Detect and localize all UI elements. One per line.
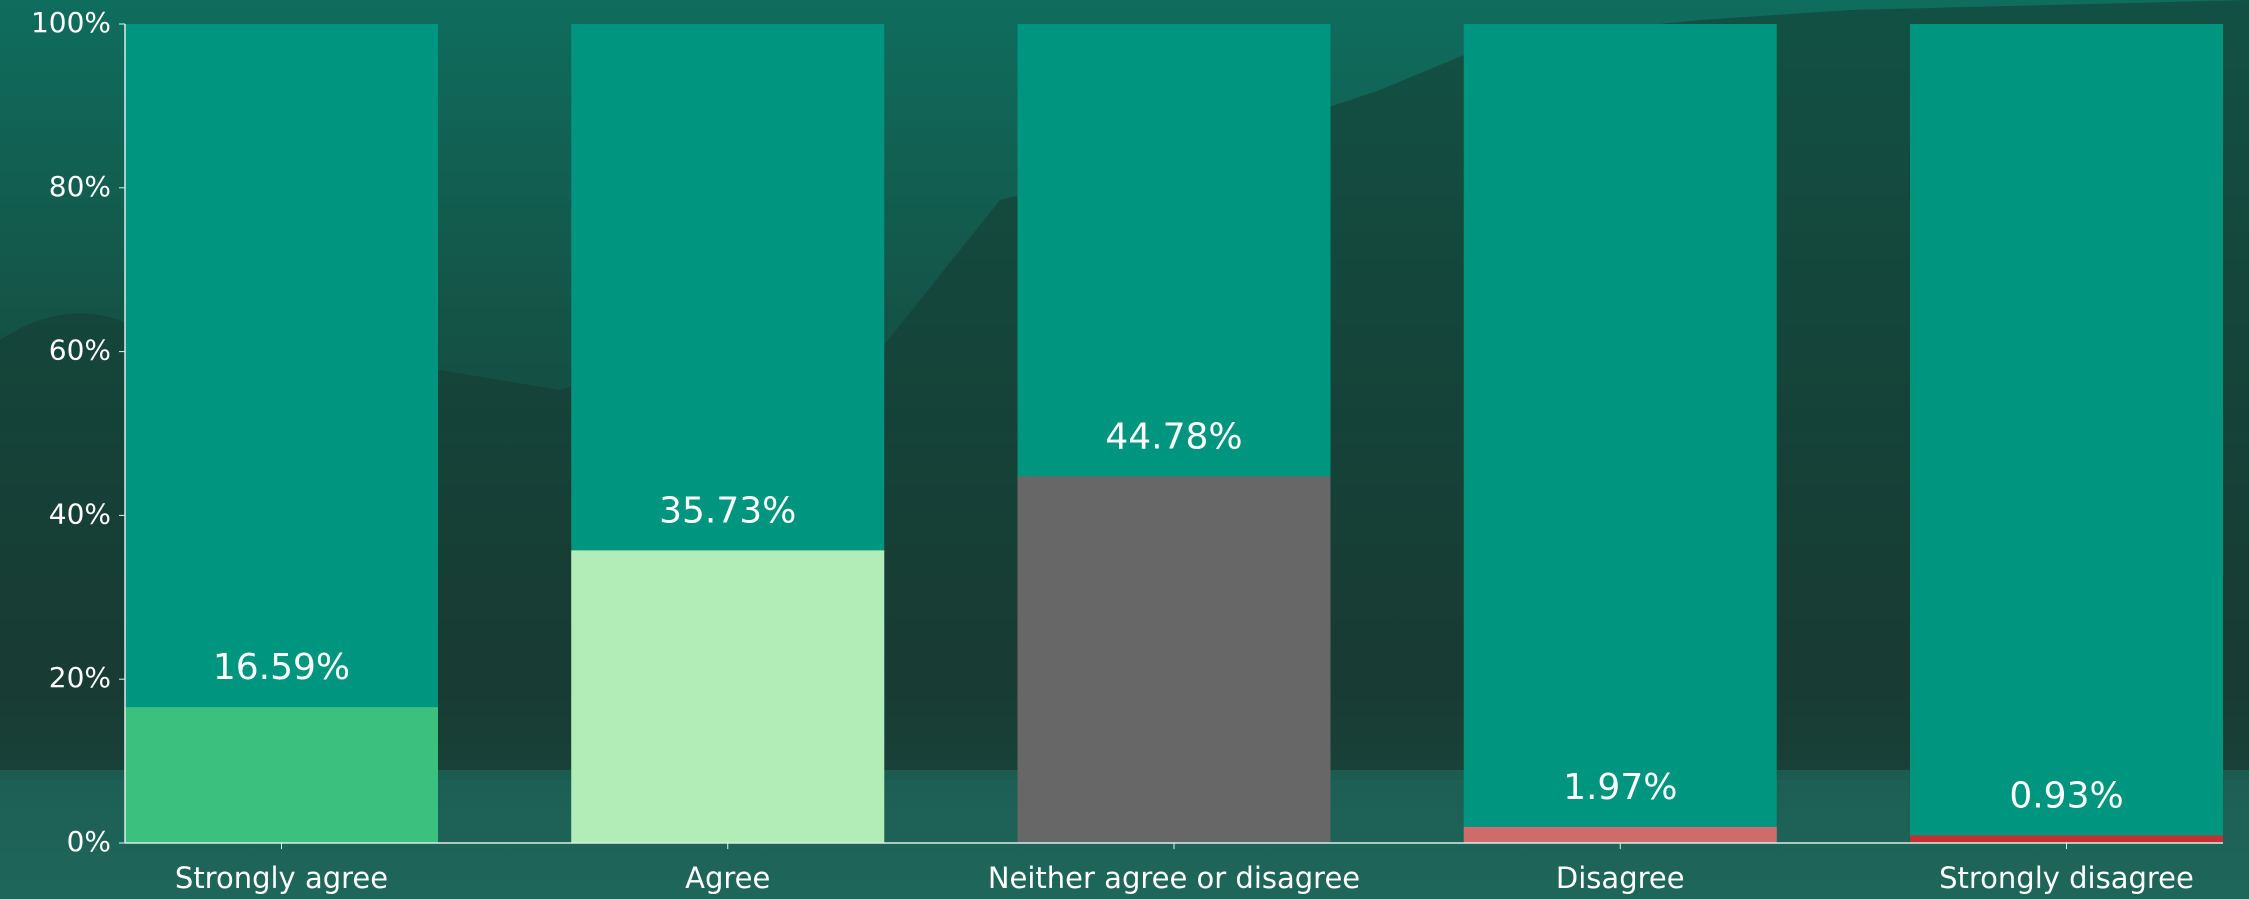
x-tick-label: Agree bbox=[685, 861, 770, 895]
x-tick-label: Disagree bbox=[1556, 861, 1685, 895]
value-label: 0.93% bbox=[2009, 775, 2123, 816]
value-label: 1.97% bbox=[1563, 767, 1677, 808]
bar bbox=[571, 550, 885, 843]
bar bbox=[1910, 835, 2223, 843]
x-tick-label: Strongly agree bbox=[175, 861, 388, 895]
y-tick-label: 80% bbox=[49, 170, 111, 203]
value-label: 16.59% bbox=[213, 647, 350, 688]
y-tick-label: 100% bbox=[31, 6, 111, 39]
bar bbox=[1463, 826, 1777, 843]
bar bbox=[125, 707, 438, 843]
value-label: 44.78% bbox=[1105, 416, 1242, 457]
bar-track bbox=[1463, 24, 1777, 843]
x-tick-label: Strongly disagree bbox=[1939, 861, 2194, 895]
y-tick-label: 60% bbox=[49, 334, 111, 367]
x-tick-label: Neither agree or disagree bbox=[988, 861, 1360, 895]
bar bbox=[1017, 476, 1331, 843]
y-tick-label: 40% bbox=[49, 497, 111, 530]
plot-area: 0% 20% 40% 60% 80% 100% 16.59% Strongly agree 35… bbox=[31, 6, 2223, 895]
y-tick-label: 20% bbox=[49, 661, 111, 694]
value-label: 35.73% bbox=[659, 490, 796, 531]
y-tick-label: 0% bbox=[67, 825, 111, 858]
bar-track bbox=[125, 24, 438, 843]
bar-track bbox=[1910, 24, 2223, 843]
